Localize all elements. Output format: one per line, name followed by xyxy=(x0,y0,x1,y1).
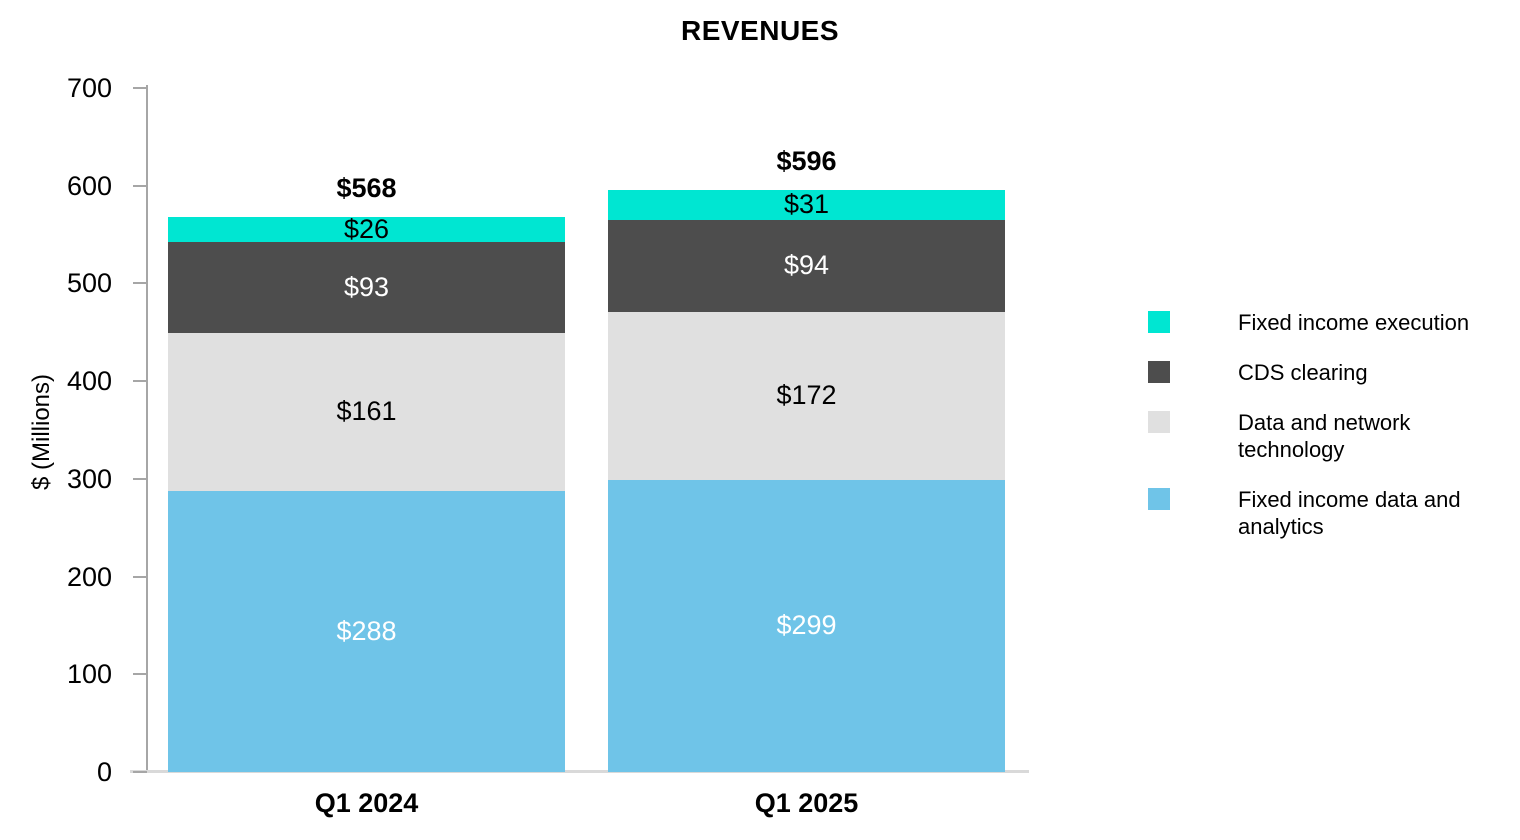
chart-title: REVENUES xyxy=(680,15,840,46)
legend-swatch xyxy=(1148,411,1170,433)
legend-item: Fixed income data and analytics xyxy=(1148,486,1488,540)
bar-segment-label: $94 xyxy=(783,250,830,281)
legend-label: Fixed income execution xyxy=(1238,310,1470,335)
legend-item: Data and network technology xyxy=(1148,409,1488,463)
y-tick-label: 200 xyxy=(66,561,112,592)
legend-item: CDS clearing xyxy=(1148,359,1488,386)
bar-segment: $31 xyxy=(608,189,1005,220)
y-tick-mark xyxy=(133,282,147,285)
bar-segment-label: $31 xyxy=(783,189,830,220)
bar-segment: $288 xyxy=(168,490,565,772)
y-tick-mark xyxy=(133,184,147,187)
y-tick-mark xyxy=(133,771,147,773)
bar-segment: $93 xyxy=(168,242,565,334)
y-tick-label: 300 xyxy=(66,463,112,494)
legend-label: CDS clearing xyxy=(1238,360,1368,385)
bar-segment: $161 xyxy=(168,333,565,491)
legend: Fixed income execution CDS clearing Data a… xyxy=(1148,309,1488,563)
legend-label: Fixed income data and analytics xyxy=(1238,487,1461,539)
legend-label: Data and network technology xyxy=(1238,410,1411,462)
bar-segment-label: $161 xyxy=(336,396,397,427)
y-tick-label: 700 xyxy=(66,73,112,103)
bar-total-label: $596 xyxy=(776,145,837,176)
x-category-label: Q1 2024 xyxy=(314,788,419,818)
legend-item: Fixed income execution xyxy=(1148,309,1488,336)
bar-segment-label: $299 xyxy=(776,610,837,641)
bar-segment-label: $172 xyxy=(776,380,837,411)
legend-swatch xyxy=(1148,488,1170,510)
bar-segment-label: $26 xyxy=(343,214,390,245)
y-tick-label: 100 xyxy=(66,659,112,690)
y-tick-label: 400 xyxy=(66,366,112,397)
y-tick-label: 500 xyxy=(66,268,112,299)
y-tick-mark xyxy=(133,477,147,480)
bar-segment-label: $93 xyxy=(343,272,390,303)
legend-swatch xyxy=(1148,361,1170,383)
y-tick-mark xyxy=(133,673,147,676)
bar-segment: $172 xyxy=(608,311,1005,480)
y-tick-mark xyxy=(133,380,147,383)
bar-segment-label: $288 xyxy=(336,615,397,646)
x-axis-baseline xyxy=(130,770,1029,773)
y-axis-line xyxy=(146,85,148,772)
legend-swatch xyxy=(1148,311,1170,333)
y-tick-label: 0 xyxy=(96,757,112,787)
bar-total-label: $568 xyxy=(336,172,397,203)
y-tick-label: 600 xyxy=(66,170,112,201)
bar-segment: $299 xyxy=(608,479,1005,772)
bar-segment: $94 xyxy=(608,219,1005,312)
y-tick-mark xyxy=(133,87,147,89)
x-category-label: Q1 2025 xyxy=(754,788,859,818)
bar-segment: $26 xyxy=(168,214,565,245)
y-tick-mark xyxy=(133,575,147,578)
